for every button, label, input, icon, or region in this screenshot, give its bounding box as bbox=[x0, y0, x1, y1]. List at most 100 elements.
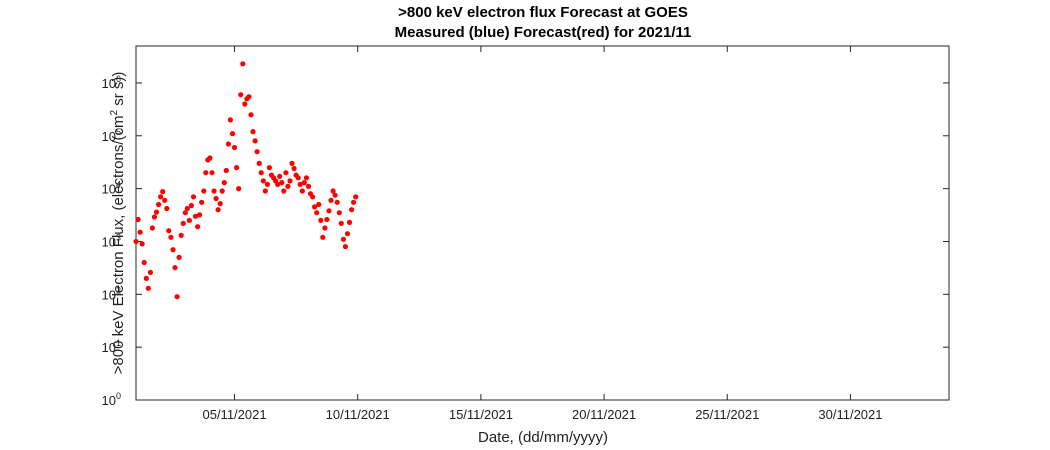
data-point bbox=[149, 225, 155, 231]
data-point bbox=[351, 199, 357, 205]
data-point bbox=[252, 138, 258, 144]
data-point bbox=[353, 194, 359, 200]
x-tick-label: 30/11/2021 bbox=[818, 407, 882, 422]
data-point bbox=[156, 201, 162, 208]
data-point bbox=[221, 180, 227, 186]
data-point bbox=[324, 216, 330, 223]
data-point bbox=[312, 204, 318, 210]
data-point bbox=[139, 241, 145, 247]
data-point bbox=[141, 259, 147, 266]
data-point bbox=[227, 117, 233, 123]
data-point bbox=[283, 170, 289, 176]
data-point bbox=[184, 205, 190, 212]
data-point bbox=[166, 228, 172, 234]
chart-title: >800 keV electron flux Forecast at GOES bbox=[398, 4, 688, 21]
data-point bbox=[318, 217, 324, 223]
data-point bbox=[277, 173, 283, 179]
data-point bbox=[314, 210, 320, 216]
data-point bbox=[281, 188, 287, 194]
y-tick-label: 101 bbox=[102, 338, 121, 355]
data-point bbox=[180, 220, 186, 226]
data-point bbox=[342, 244, 348, 250]
data-point bbox=[256, 160, 262, 166]
chart-subtitle: Measured (blue) Forecast(red) for 2021/1… bbox=[395, 24, 692, 41]
data-point bbox=[207, 155, 213, 161]
data-point bbox=[242, 101, 248, 107]
data-point bbox=[137, 229, 143, 235]
y-tick-label: 105 bbox=[102, 127, 121, 144]
y-tick-label: 104 bbox=[102, 180, 121, 197]
data-point bbox=[344, 231, 351, 237]
y-tick-label: 103 bbox=[102, 232, 121, 249]
data-point bbox=[213, 195, 219, 202]
data-point bbox=[305, 183, 312, 189]
data-point bbox=[260, 178, 266, 184]
data-point bbox=[328, 197, 334, 203]
data-point bbox=[285, 183, 291, 189]
data-point bbox=[338, 220, 344, 226]
data-point bbox=[297, 181, 303, 187]
x-axis-label: Date, (dd/mm/yyyy) bbox=[478, 429, 608, 446]
data-point bbox=[330, 188, 336, 194]
data-point bbox=[143, 275, 149, 281]
data-point bbox=[160, 189, 166, 195]
data-point bbox=[346, 219, 353, 225]
data-point bbox=[320, 234, 326, 240]
data-point bbox=[225, 141, 231, 147]
data-point bbox=[303, 175, 309, 181]
data-point bbox=[246, 94, 252, 100]
data-point bbox=[209, 170, 215, 176]
data-point bbox=[151, 214, 158, 220]
data-point bbox=[176, 254, 182, 260]
data-point bbox=[258, 170, 264, 176]
data-point bbox=[172, 265, 178, 271]
data-point bbox=[254, 149, 260, 155]
x-tick-label: 05/11/2021 bbox=[202, 407, 266, 422]
data-point bbox=[199, 199, 205, 205]
data-point bbox=[162, 197, 168, 203]
data-point bbox=[229, 131, 236, 137]
data-point bbox=[182, 210, 188, 216]
data-point bbox=[164, 205, 170, 212]
data-point bbox=[322, 225, 328, 231]
data-point bbox=[231, 144, 238, 151]
data-point bbox=[147, 269, 153, 275]
data-point bbox=[197, 212, 203, 218]
data-point bbox=[299, 188, 305, 194]
data-point bbox=[332, 192, 338, 198]
data-point bbox=[289, 160, 295, 166]
y-axis: 100 101 102 103 104 105 106 bbox=[102, 74, 949, 408]
data-point bbox=[310, 194, 316, 200]
data-point bbox=[279, 180, 285, 186]
data-point bbox=[301, 180, 307, 186]
data-point bbox=[334, 199, 340, 205]
y-axis-label: >800 keV Electron Flux, (electrons/(cm2 … bbox=[109, 72, 127, 375]
data-point bbox=[316, 201, 322, 208]
x-tick-label: 20/11/2021 bbox=[572, 407, 636, 422]
data-point bbox=[262, 188, 268, 194]
data-point bbox=[178, 232, 184, 238]
data-point bbox=[133, 238, 139, 245]
data-point bbox=[186, 217, 192, 223]
y-tick-label: 102 bbox=[102, 285, 121, 302]
data-point bbox=[188, 202, 194, 209]
data-point bbox=[264, 181, 270, 187]
x-axis: 05/11/2021 10/11/2021 15/11/2021 20/11/2021… bbox=[202, 46, 883, 422]
data-point bbox=[170, 247, 176, 253]
data-point bbox=[340, 236, 346, 242]
data-point bbox=[250, 129, 256, 135]
data-point bbox=[215, 207, 221, 213]
data-point bbox=[153, 209, 160, 215]
y-tick-label: 106 bbox=[102, 74, 121, 91]
y-tick-label: 100 bbox=[102, 391, 121, 408]
x-tick-label: 15/11/2021 bbox=[449, 407, 513, 422]
data-point bbox=[211, 188, 217, 194]
data-point bbox=[135, 216, 141, 223]
data-point bbox=[275, 181, 281, 187]
data-point bbox=[174, 294, 180, 300]
data-point bbox=[219, 188, 225, 194]
data-point bbox=[295, 175, 301, 181]
data-point bbox=[145, 285, 151, 291]
data-point bbox=[287, 178, 293, 184]
